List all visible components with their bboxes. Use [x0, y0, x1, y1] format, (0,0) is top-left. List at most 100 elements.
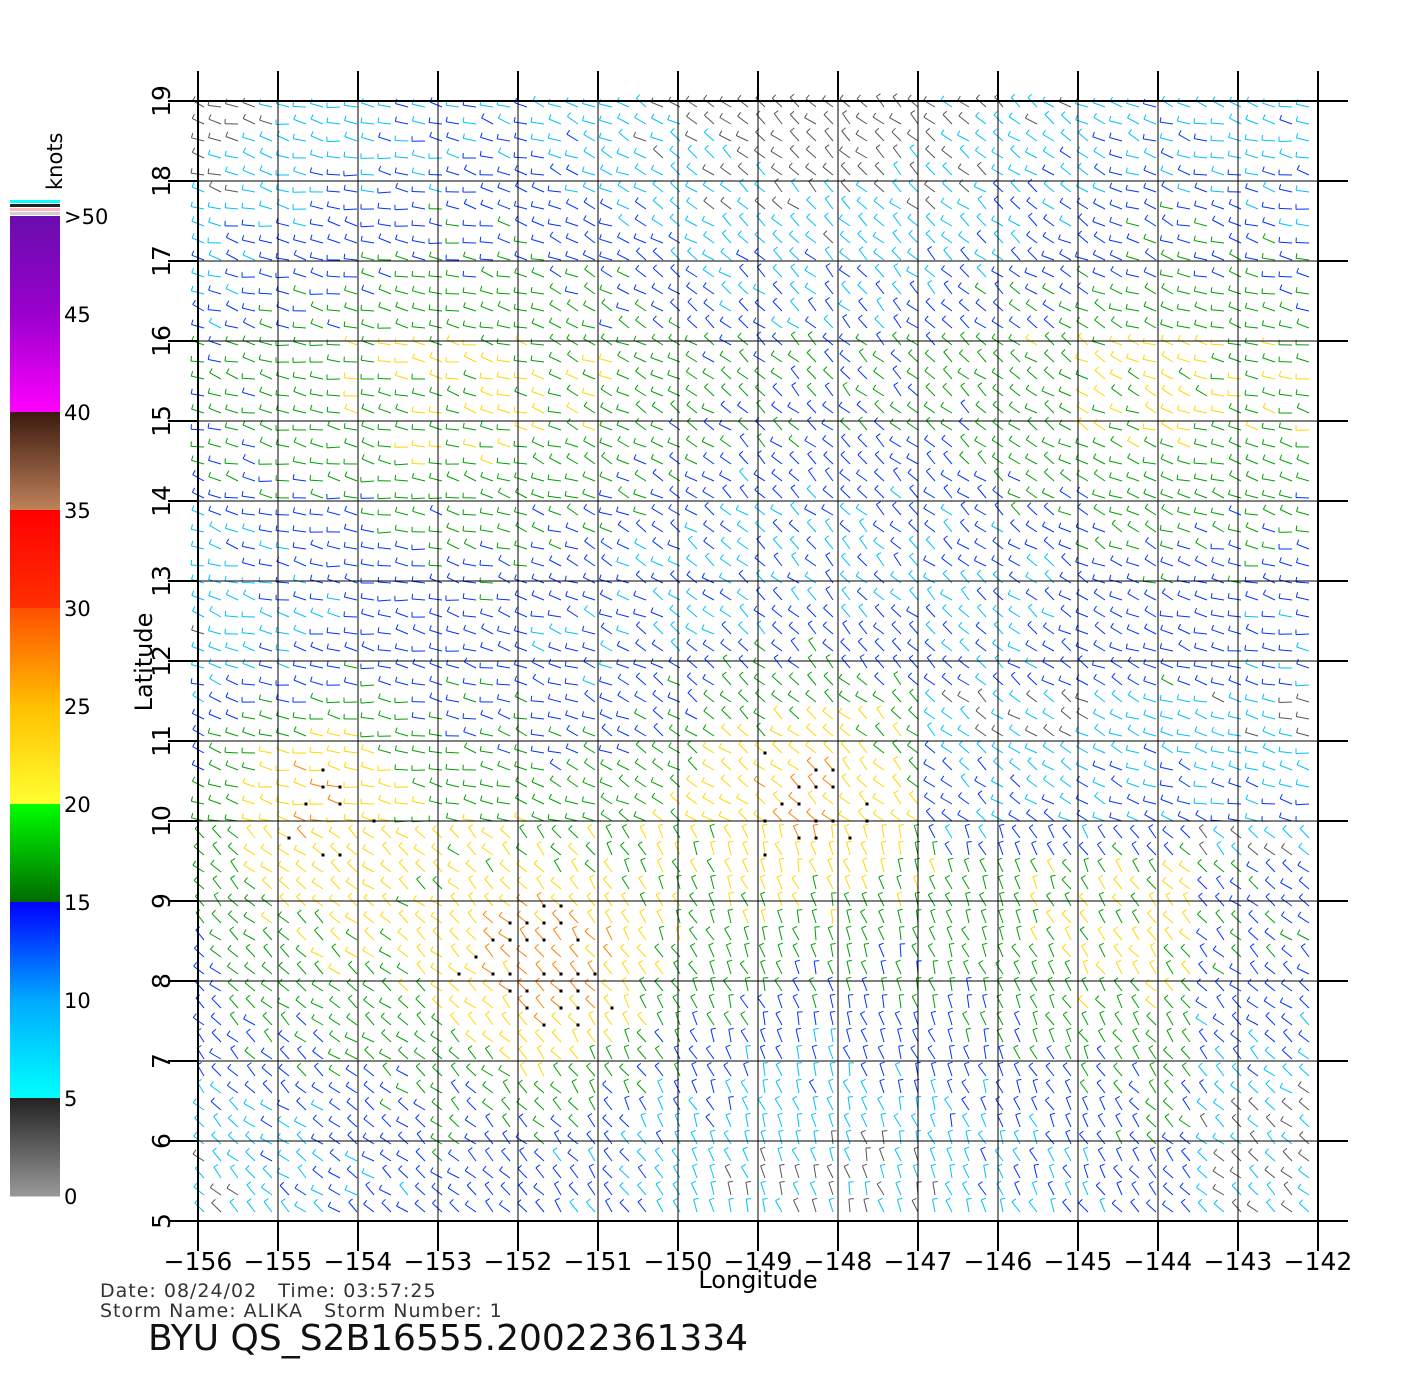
wind-barb-flag — [309, 200, 313, 206]
wind-barb-flag — [857, 637, 863, 642]
wind-barb-flag — [360, 355, 363, 361]
wind-barb — [806, 216, 817, 227]
wind-barb — [209, 321, 222, 329]
wind-barb-flag — [701, 403, 705, 409]
wind-barb — [1228, 544, 1242, 550]
wind-barb — [617, 729, 630, 737]
wind-barb-flag — [1025, 588, 1030, 594]
wind-barb — [293, 546, 307, 550]
wind-barb — [582, 493, 596, 499]
wind-barb — [650, 101, 664, 108]
wind-barb — [907, 133, 919, 142]
wind-barb — [463, 682, 477, 686]
wind-barb-flag — [1110, 435, 1114, 441]
wind-barb — [973, 186, 987, 193]
wind-barb — [1025, 524, 1038, 533]
wind-barb — [1058, 390, 1072, 397]
wind-barb-flag — [856, 94, 861, 99]
wind-barb-flag — [1109, 506, 1112, 512]
wind-barb-flag — [703, 536, 708, 542]
wind-barb-flag — [906, 266, 910, 272]
wind-barb-flag — [685, 265, 690, 271]
wind-barb — [1093, 507, 1106, 516]
wind-barb — [1143, 358, 1157, 363]
wind-barb-flag — [618, 315, 623, 321]
wind-barb — [975, 98, 987, 108]
wind-barb-flag — [344, 285, 347, 291]
wind-barb-flag — [564, 286, 568, 292]
wind-barb-flag — [1160, 453, 1164, 459]
wind-barb — [873, 183, 885, 193]
wind-barb — [771, 404, 783, 414]
wind-barb-flag — [907, 468, 912, 474]
wind-barb — [1194, 679, 1208, 686]
wind-barb-flag — [876, 552, 882, 556]
wind-barb-flag — [975, 111, 980, 117]
wind-barb-flag — [394, 151, 397, 157]
wind-barb — [1126, 409, 1140, 414]
wind-barb — [395, 545, 409, 550]
wind-barb — [1092, 664, 1106, 669]
wind-barb-flag — [1008, 333, 1012, 339]
wind-barb — [1143, 118, 1157, 125]
wind-barb-flag — [1144, 316, 1148, 322]
wind-barb-flag — [685, 622, 689, 628]
wind-barb — [704, 114, 715, 125]
wind-barb-flag — [789, 451, 794, 456]
wind-barb — [858, 317, 868, 329]
wind-barb — [942, 386, 953, 397]
wind-barb-flag — [616, 574, 619, 580]
wind-barb-flag — [1042, 198, 1046, 203]
wind-barb — [754, 386, 766, 397]
wind-barb — [479, 258, 494, 261]
wind-barb-flag — [1025, 520, 1030, 526]
wind-barb-flag — [327, 234, 330, 240]
wind-barb-flag — [225, 437, 228, 443]
wind-barb-flag — [685, 95, 690, 101]
wind-barb-flag — [957, 367, 962, 373]
wind-barb-flag — [1159, 132, 1163, 139]
wind-barb — [394, 701, 409, 704]
wind-barb — [531, 561, 545, 567]
wind-barb-flag — [584, 230, 589, 236]
wind-barb — [310, 135, 324, 142]
wind-barb — [549, 303, 562, 312]
wind-barb — [1093, 643, 1106, 652]
wind-barb — [412, 510, 426, 516]
wind-barb-flag — [770, 367, 775, 373]
wind-barb-flag — [908, 535, 914, 540]
wind-barb — [1042, 525, 1055, 533]
wind-barb — [344, 528, 358, 533]
wind-barb — [293, 730, 307, 737]
wind-barb-flag — [906, 436, 910, 441]
wind-barb — [584, 285, 596, 295]
wind-barb — [394, 496, 409, 499]
wind-barb-flag — [704, 383, 709, 388]
wind-barb-flag — [445, 116, 448, 122]
wind-barb-flag — [1261, 371, 1265, 377]
wind-barb-flag — [855, 129, 860, 135]
wind-barb — [395, 172, 409, 176]
wind-barb — [243, 321, 256, 329]
wind-barb-flag — [634, 724, 638, 730]
wind-barb-flag — [1245, 454, 1249, 460]
wind-barb — [876, 707, 885, 720]
wind-barb-flag — [653, 722, 658, 728]
wind-barb — [873, 200, 885, 210]
wind-barb — [1228, 715, 1242, 720]
wind-barb-flag — [701, 436, 705, 442]
wind-barb — [259, 323, 273, 329]
wind-barb-flag — [1244, 252, 1247, 258]
wind-barb — [616, 408, 630, 414]
wind-barb — [567, 303, 579, 312]
wind-barb — [892, 147, 902, 159]
wind-barb — [293, 409, 307, 414]
wind-barb — [840, 369, 851, 380]
wind-barb — [1110, 559, 1123, 567]
wind-barb-flag — [1210, 339, 1212, 345]
wind-barb — [584, 234, 596, 244]
wind-barb — [1126, 154, 1140, 159]
wind-barb — [565, 101, 579, 108]
wind-barb — [804, 508, 817, 516]
wind-barb-flag — [806, 603, 812, 609]
